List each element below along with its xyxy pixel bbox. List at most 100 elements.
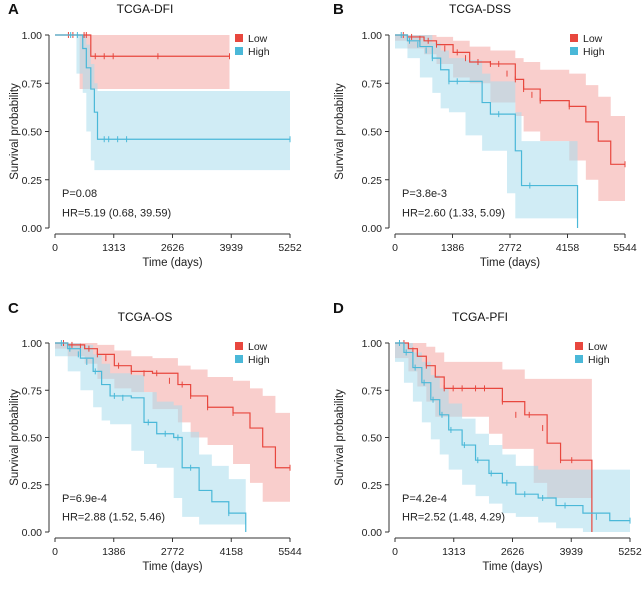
survival-curve-low (395, 342, 593, 532)
survival-curve-high (55, 34, 290, 140)
y-tick-label: 0.75 (362, 78, 383, 90)
x-axis-label: Time (days) (142, 257, 202, 269)
p-value: P=6.9e-4 (62, 493, 107, 505)
hazard-ratio: HR=2.88 (1.52, 5.46) (62, 512, 165, 524)
legend-swatch-high (235, 355, 243, 363)
legend-swatch-high (575, 355, 583, 363)
panel-b: B TCGA-DSS 0.00 0.25 0.50 0.75 1.00 0 1386 2772 41… (333, 1, 637, 269)
y-tick-label: 0.25 (22, 480, 43, 492)
x-tick-label: 3939 (560, 546, 584, 558)
x-tick-label: 2772 (161, 546, 185, 558)
x-axis-label: Time (days) (480, 257, 540, 269)
y-tick-label: 1.00 (22, 338, 43, 350)
x-tick-label: 1386 (102, 546, 126, 558)
y-tick-label: 0.50 (362, 433, 383, 445)
panel-a: A TCGA-DFI 0.00 0.25 0.50 0.75 1.00 0 1313 2626 39… (8, 1, 302, 269)
y-tick-label: 1.00 (362, 30, 383, 42)
x-tick-label: 1386 (441, 242, 465, 254)
x-tick-label: 2626 (501, 546, 525, 558)
p-value: P=4.2e-4 (402, 493, 447, 505)
chart-title: TCGA-PFI (452, 310, 508, 324)
x-tick-label: 0 (392, 546, 398, 558)
y-tick-label: 0.00 (22, 527, 43, 539)
y-axis-label: Survival probability (9, 83, 21, 180)
ci-band-high (55, 343, 246, 525)
y-tick-label: 0.75 (22, 78, 43, 90)
x-tick-label: 4158 (556, 242, 580, 254)
x-tick-label: 5252 (278, 242, 302, 254)
hazard-ratio: HR=5.19 (0.68, 39.59) (62, 207, 171, 219)
x-tick-label: 0 (52, 242, 58, 254)
x-tick-label: 5252 (618, 546, 642, 558)
legend-swatch-high (570, 47, 578, 55)
y-tick-label: 0.50 (362, 127, 383, 139)
legend-label-low: Low (248, 341, 268, 353)
panel-c: C TCGA-OS 0.00 0.25 0.50 0.75 1.00 0 1386 2772 415… (8, 300, 302, 573)
y-tick-label: 0.75 (362, 385, 383, 397)
panel-letter: C (8, 300, 19, 317)
ci-band-low (55, 35, 230, 90)
y-tick-label: 0.00 (22, 223, 43, 235)
y-tick-label: 0.25 (22, 175, 43, 187)
y-axis-label: Survival probability (334, 83, 346, 180)
y-axis-label: Survival probability (334, 389, 346, 486)
legend-label-low: Low (588, 341, 608, 353)
legend-swatch-high (235, 47, 243, 55)
survival-curve-low (55, 342, 290, 469)
panel-letter: B (333, 1, 344, 18)
legend-label-high: High (588, 354, 610, 366)
x-tick-label: 1313 (102, 242, 126, 254)
panel-letter: D (333, 300, 344, 317)
x-tick-label: 2626 (161, 242, 185, 254)
hazard-ratio: HR=2.52 (1.48, 4.29) (402, 512, 505, 524)
legend-label-high: High (248, 46, 270, 58)
legend-swatch-low (235, 342, 243, 350)
ci-band-high (55, 35, 290, 171)
panel-d: D TCGA-PFI 0.00 0.25 0.50 0.75 1.00 0 1313 2626 39… (333, 300, 642, 573)
legend-label-high: High (248, 354, 270, 366)
y-tick-label: 0.00 (362, 223, 383, 235)
x-tick-label: 5544 (613, 242, 637, 254)
y-tick-label: 0.00 (362, 527, 383, 539)
x-tick-label: 1313 (442, 546, 466, 558)
chart-title: TCGA-OS (118, 310, 173, 324)
legend-swatch-low (235, 34, 243, 42)
panel-letter: A (8, 1, 19, 18)
survival-curve-high (55, 342, 247, 532)
legend-swatch-low (570, 34, 578, 42)
legend-swatch-low (575, 342, 583, 350)
x-tick-label: 2772 (498, 242, 522, 254)
ci-band-high (395, 343, 630, 532)
y-axis-label: Survival probability (9, 389, 21, 486)
x-tick-label: 5544 (278, 546, 302, 558)
p-value: P=0.08 (62, 188, 97, 200)
x-axis-label: Time (days) (482, 561, 542, 573)
ci-band-low (395, 35, 625, 201)
y-tick-label: 0.50 (22, 433, 43, 445)
y-tick-label: 1.00 (362, 338, 383, 350)
y-tick-label: 0.75 (22, 385, 43, 397)
legend-label-low: Low (583, 33, 603, 45)
chart-title: TCGA-DSS (449, 2, 511, 16)
hazard-ratio: HR=2.60 (1.33, 5.09) (402, 207, 505, 219)
x-axis-label: Time (days) (142, 561, 202, 573)
ci-band-low (55, 343, 290, 502)
survival-curve-high (395, 34, 579, 228)
p-value: P=3.8e-3 (402, 188, 447, 200)
chart-title: TCGA-DFI (117, 2, 174, 16)
legend-label-low: Low (248, 33, 268, 45)
legend-label-high: High (583, 46, 605, 58)
ci-band-high (395, 35, 578, 219)
y-tick-label: 0.50 (22, 127, 43, 139)
x-tick-label: 0 (52, 546, 58, 558)
survival-curve-low (395, 34, 625, 165)
y-tick-label: 0.25 (362, 480, 383, 492)
y-tick-label: 1.00 (22, 30, 43, 42)
x-tick-label: 4158 (220, 546, 244, 558)
survival-curve-high (395, 342, 630, 522)
x-tick-label: 0 (392, 242, 398, 254)
y-tick-label: 0.25 (362, 175, 383, 187)
x-tick-label: 3939 (220, 242, 244, 254)
